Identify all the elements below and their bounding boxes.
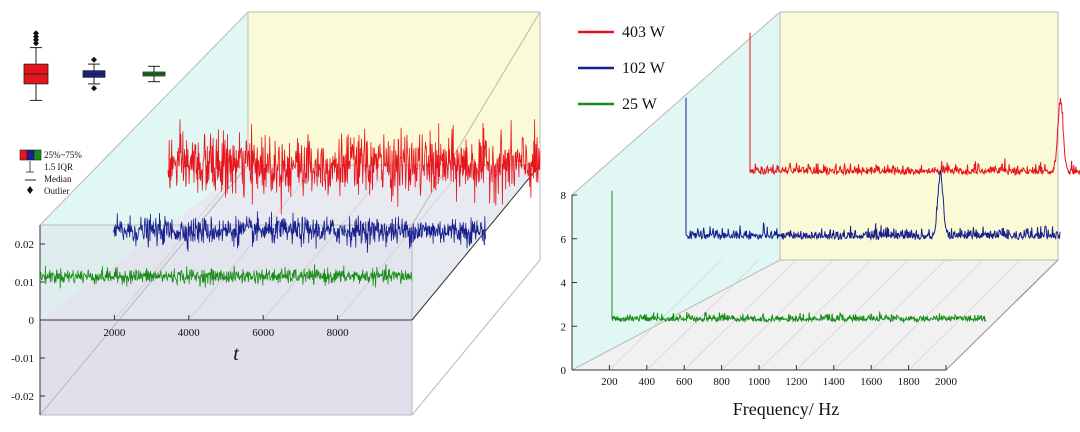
boxplot-102w xyxy=(82,56,106,92)
spectrum-25w-trace xyxy=(611,190,987,324)
right-grid-line xyxy=(945,259,1059,371)
bp-legend-median-label: Median xyxy=(44,174,72,184)
right-x-tick-label: 1600 xyxy=(860,376,883,388)
bp-legend-swatch-green xyxy=(33,149,42,161)
left-y-ticks: 0.02 0.01 0 -0.01 -0.02 xyxy=(11,239,45,403)
bp-legend-outlier-icon xyxy=(27,186,33,194)
right-grid-line xyxy=(870,259,984,371)
left-back-wall xyxy=(248,12,540,165)
left-side-wall xyxy=(40,12,248,320)
boxplot-group xyxy=(23,30,166,101)
boxplot-403w xyxy=(23,30,49,101)
right-y-tick-label: 2 xyxy=(561,321,567,333)
right-x-tick-label: 400 xyxy=(639,376,656,388)
left-floor xyxy=(40,165,540,320)
spectrum-102w-trace xyxy=(685,97,1061,241)
left-y-tick-label: 0 xyxy=(29,315,35,327)
left-series-403w-trace xyxy=(167,119,541,215)
right-x-tick-label: 1200 xyxy=(785,376,808,388)
left-grid-line xyxy=(337,164,466,321)
bp-legend-iqr-label: 1.5 IQR xyxy=(44,162,73,172)
right-frame xyxy=(571,11,1059,371)
left-panel: 2000 4000 6000 8000 0.02 0.01 0 -0.01 -0.02 t 2… xyxy=(11,11,541,416)
bp-legend-swatch-red xyxy=(19,149,28,161)
right-floor-grid xyxy=(609,259,1059,371)
left-x-axis-title: t xyxy=(233,343,239,365)
spectrum-legend: 403 W 102 W 25 W xyxy=(578,24,666,113)
left-bottom-face xyxy=(40,320,412,415)
right-x-tick-label: 1800 xyxy=(898,376,921,388)
right-grid-line xyxy=(758,259,872,371)
boxplot-outlier xyxy=(33,33,39,40)
right-y-tick-label: 0 xyxy=(561,365,567,377)
left-x-tick-label: 8000 xyxy=(327,327,350,339)
left-y-tick-label: 0.02 xyxy=(15,239,34,251)
right-x-tick-label: 200 xyxy=(601,376,618,388)
right-x-tick-label: 1400 xyxy=(823,376,846,388)
boxplot-outlier xyxy=(33,36,39,43)
boxplot-outlier xyxy=(33,30,39,37)
right-panel: 200 400 600 800 1000 1200 1400 1600 1800 2000 0 2 4… xyxy=(561,11,1080,419)
right-y-ticks: 0 2 4 6 8 xyxy=(561,190,577,377)
right-grid-line xyxy=(908,259,1021,371)
left-x-ticks: 2000 4000 6000 8000 xyxy=(103,315,349,339)
legend-label-403w: 403 W xyxy=(622,24,666,41)
right-x-tick-label: 600 xyxy=(676,376,693,388)
bp-legend-swatch-blue xyxy=(26,149,35,161)
right-side-wall xyxy=(572,12,780,370)
left-x-tick-label: 6000 xyxy=(252,327,275,339)
left-frame xyxy=(39,11,541,416)
right-x-tick-label: 1000 xyxy=(748,376,771,388)
boxplot-outlier xyxy=(91,56,97,63)
right-back-wall xyxy=(780,12,1058,260)
left-series-25w-trace xyxy=(39,264,413,289)
legend-label-25w: 25 W xyxy=(622,96,658,113)
right-grid-line xyxy=(833,259,947,371)
right-x-tick-label: 800 xyxy=(713,376,730,388)
right-x-axis-title: Frequency/ Hz xyxy=(733,399,839,419)
right-x-ticks: 200 400 600 800 1000 1200 1400 1600 1800 2000 xyxy=(601,365,958,388)
right-y-tick-label: 4 xyxy=(561,278,567,290)
legend-label-102w: 102 W xyxy=(622,60,666,77)
right-grid-line xyxy=(646,259,760,371)
spectrum-403w-trace xyxy=(749,32,1080,177)
left-x-tick-label: 2000 xyxy=(103,327,126,339)
boxplot-outlier xyxy=(33,40,39,47)
right-grid-line xyxy=(796,259,909,371)
left-y-tick-label: 0.01 xyxy=(15,277,34,289)
left-y-tick-label: -0.02 xyxy=(11,391,34,403)
left-x-tick-label: 4000 xyxy=(178,327,201,339)
left-series-102w-trace xyxy=(113,211,486,253)
bp-legend-box-label: 25%~75% xyxy=(44,150,82,160)
right-y-tick-label: 6 xyxy=(561,234,567,246)
right-series-group xyxy=(611,32,1080,324)
left-floor-back-edge xyxy=(411,164,541,321)
boxplot-25w xyxy=(142,65,166,83)
right-y-tick-label: 8 xyxy=(561,190,567,202)
right-grid-line xyxy=(609,259,722,371)
left-series-group xyxy=(39,119,541,289)
right-x-tick-label: 2000 xyxy=(935,376,958,388)
boxplot-outlier xyxy=(91,85,97,92)
right-grid-line xyxy=(683,259,797,371)
left-grid-line xyxy=(114,164,243,321)
left-y-tick-label: -0.01 xyxy=(11,353,34,365)
boxplot-legend: 25%~75% 1.5 IQR Median Outlier xyxy=(19,149,82,196)
right-grid-line xyxy=(721,259,834,371)
bp-legend-outlier-label: Outlier xyxy=(44,186,70,196)
